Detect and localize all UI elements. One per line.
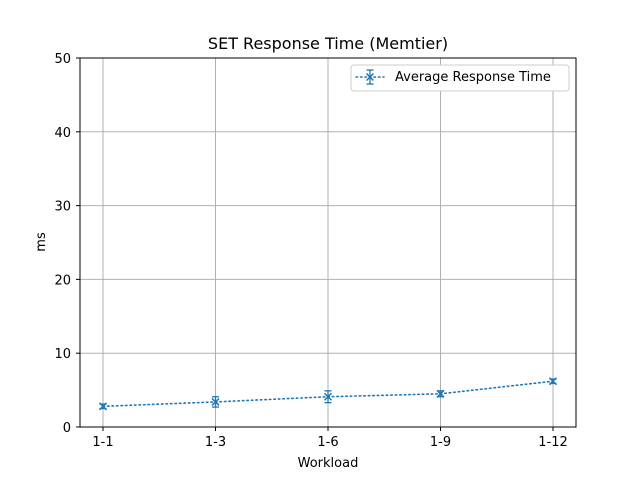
legend-marker xyxy=(365,69,375,85)
x-tick-label: 1-3 xyxy=(205,435,226,450)
chart-title: SET Response Time (Memtier) xyxy=(208,34,448,53)
y-axis-ticks: 0 10 20 30 40 50 xyxy=(54,52,80,436)
x-tick-label: 1-12 xyxy=(538,435,568,450)
x-tick-label: 1-6 xyxy=(317,435,338,450)
y-tick-label: 40 xyxy=(54,126,71,141)
x-axis-ticks: 1-1 1-3 1-6 1-9 1-12 xyxy=(92,427,568,450)
data-point xyxy=(98,402,108,411)
data-point xyxy=(548,377,558,386)
data-point xyxy=(323,392,333,401)
y-tick-label: 20 xyxy=(54,273,71,288)
legend-box xyxy=(350,64,570,92)
legend: Average Response Time xyxy=(350,64,570,92)
y-tick-label: 0 xyxy=(63,421,71,436)
x-axis-label: Workload xyxy=(298,456,359,471)
x-tick-label: 1-1 xyxy=(92,435,113,450)
y-axis-label: ms xyxy=(34,232,49,252)
data-point xyxy=(436,389,445,398)
legend-label: Average Response Time xyxy=(395,70,551,85)
data-point xyxy=(365,72,375,82)
data-markers xyxy=(98,377,558,411)
x-tick-label: 1-9 xyxy=(430,435,451,450)
y-tick-label: 30 xyxy=(54,200,71,215)
data-point xyxy=(211,397,220,406)
y-tick-label: 50 xyxy=(54,52,71,67)
y-tick-label: 10 xyxy=(54,347,71,362)
